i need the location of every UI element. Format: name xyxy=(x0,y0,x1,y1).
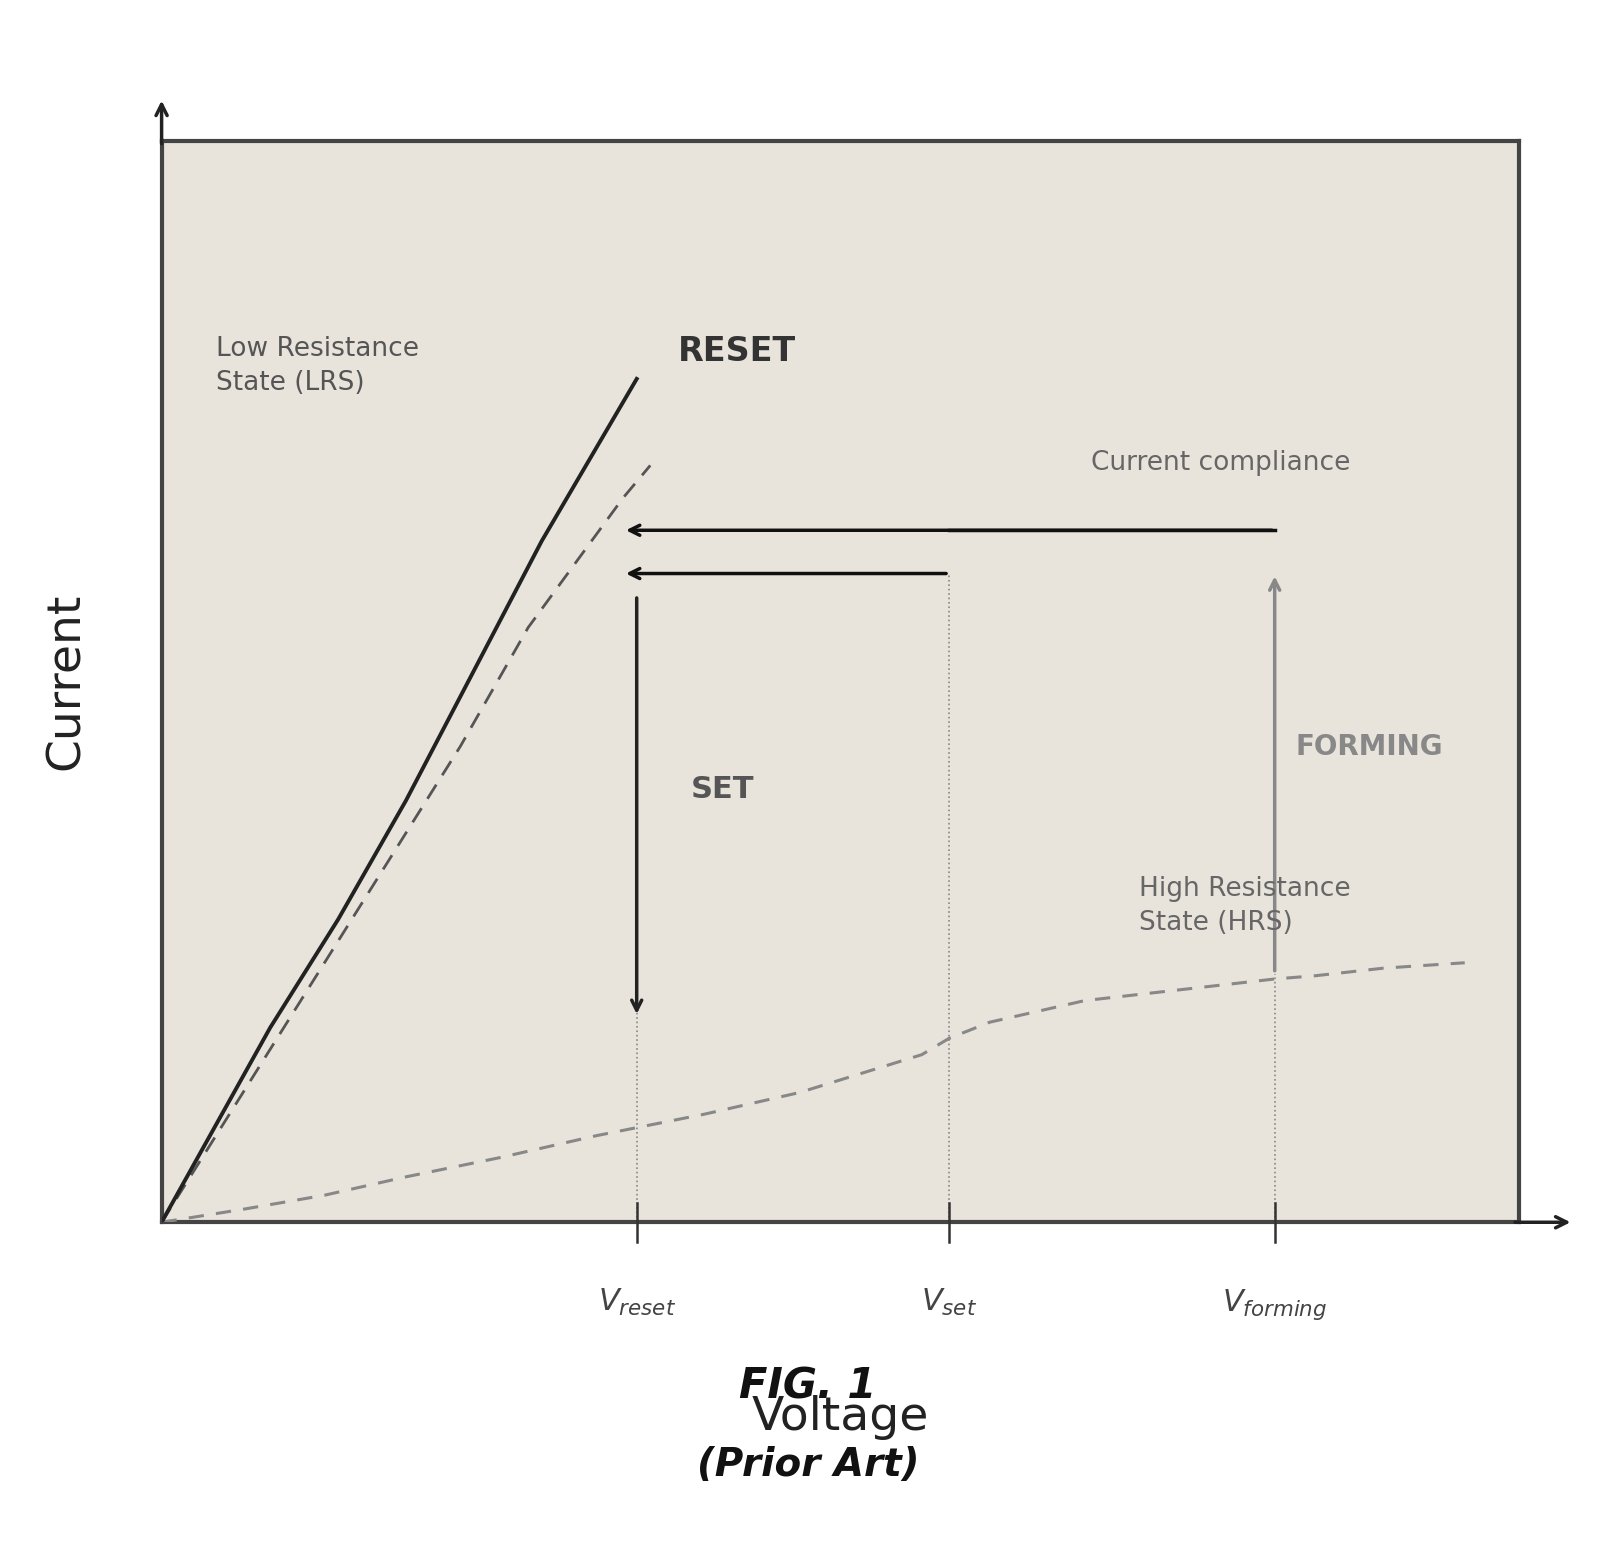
Text: (Prior Art): (Prior Art) xyxy=(696,1446,920,1484)
Text: $V_{set}$: $V_{set}$ xyxy=(921,1287,978,1318)
Text: $V_{forming}$: $V_{forming}$ xyxy=(1222,1287,1327,1323)
Text: FORMING: FORMING xyxy=(1294,732,1443,760)
Text: RESET: RESET xyxy=(677,335,795,368)
Text: Current compliance: Current compliance xyxy=(1091,450,1349,476)
Text: High Resistance
State (HRS): High Resistance State (HRS) xyxy=(1139,876,1351,935)
Text: $V_{reset}$: $V_{reset}$ xyxy=(598,1287,675,1318)
Text: Current: Current xyxy=(44,592,89,771)
Text: SET: SET xyxy=(692,776,755,804)
Text: Voltage: Voltage xyxy=(751,1395,929,1440)
Text: Low Resistance
State (LRS): Low Resistance State (LRS) xyxy=(217,335,419,395)
Text: FIG. 1: FIG. 1 xyxy=(739,1366,877,1407)
